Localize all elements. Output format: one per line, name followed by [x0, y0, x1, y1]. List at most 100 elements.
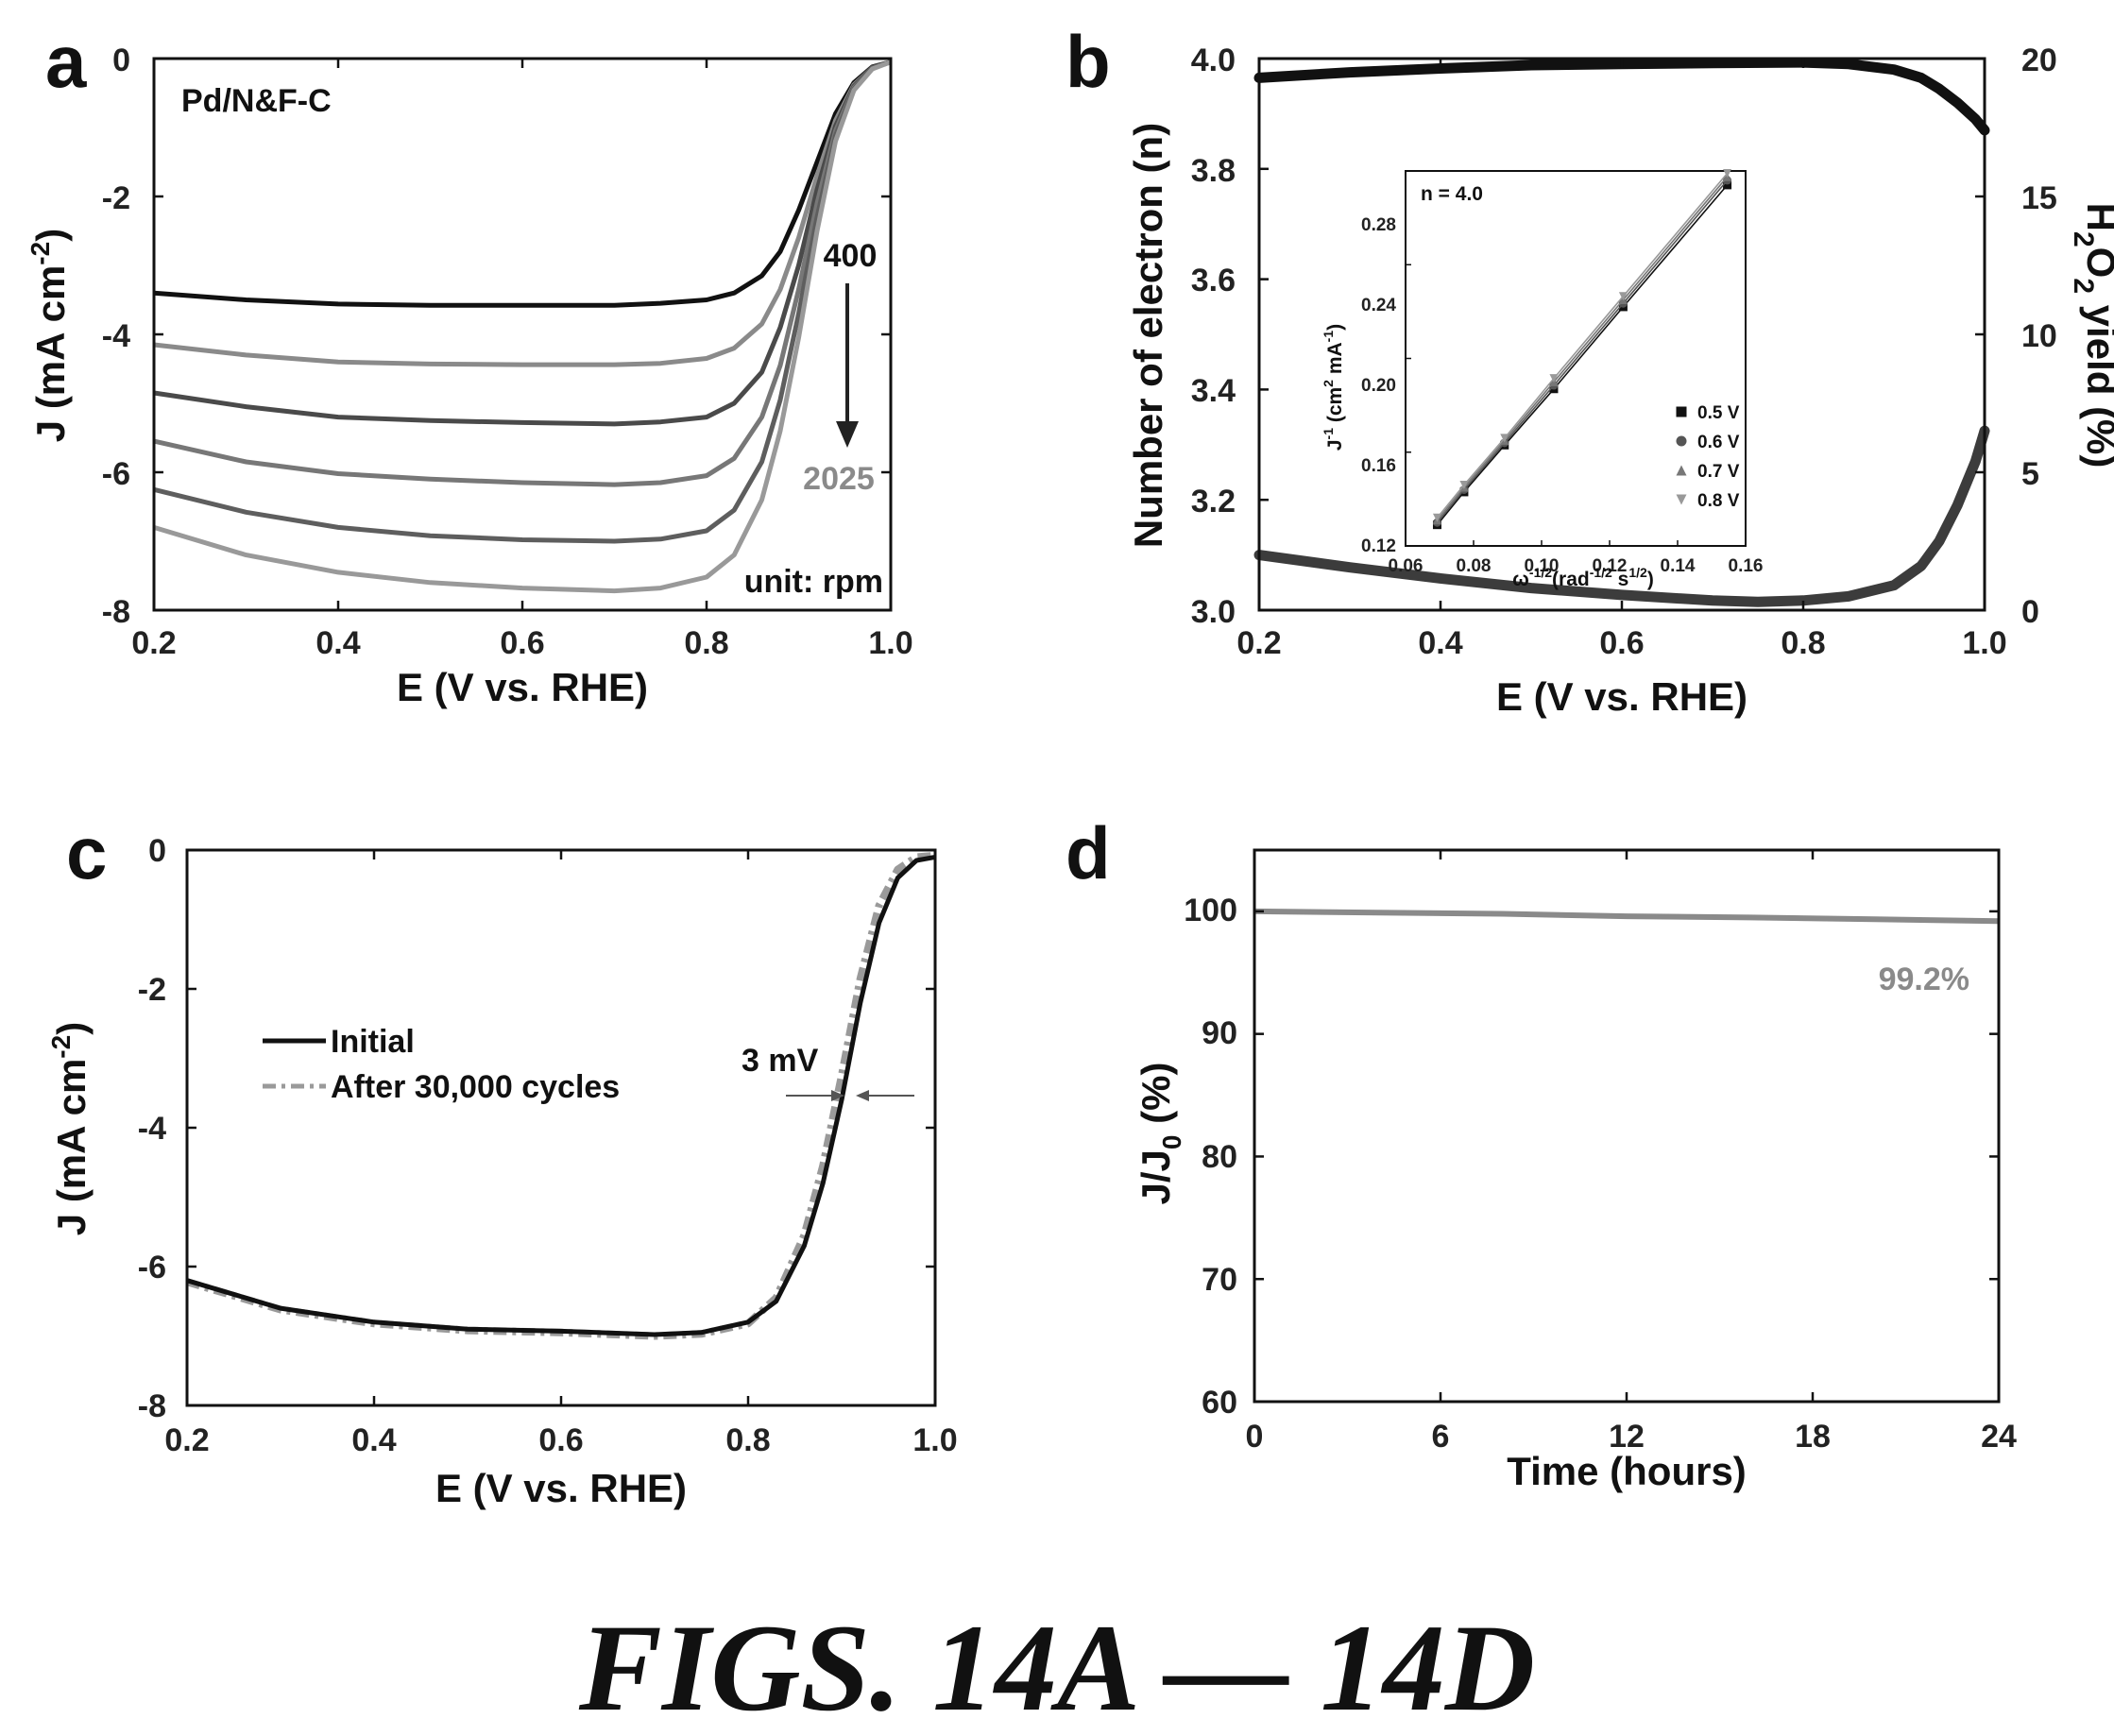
panel-d-xtick: 18 — [1795, 1419, 1831, 1455]
panel-b-y-axis-label: Number of electron (n) — [1126, 123, 1170, 548]
panel-d-plot-area — [1253, 848, 2001, 1404]
panel-b-ytick: 3.0 — [1191, 594, 1236, 630]
panel-d-xtick: 24 — [1981, 1419, 2017, 1455]
panel-c-ytick: -4 — [138, 1111, 166, 1147]
panel-b-inset-plot-area — [1405, 168, 1747, 547]
panel-b: b 0.2 0.4 0.6 0.8 1.0 3.0 3.2 3.4 3.6 3.… — [1066, 20, 2114, 719]
panel-b-xtick: 1.0 — [1962, 625, 2006, 661]
panel-b-plot-area — [1253, 57, 1990, 612]
panel-b-ytick: 4.0 — [1191, 43, 1236, 78]
panel-b-inset-series-line — [1436, 184, 1729, 526]
panel-d-xtick: 6 — [1432, 1419, 1450, 1455]
panel-b-y2tick: 20 — [2021, 43, 2057, 78]
panel-a-series-line — [153, 60, 892, 594]
panel-a-rpm-high-label: 2025 — [803, 461, 875, 497]
panel-d-ytick: 60 — [1202, 1385, 1237, 1421]
panel-b-inset-legend-label: 0.6 V — [1697, 433, 1740, 452]
panel-c-ytick: 0 — [148, 833, 166, 869]
panel-a-xtick: 0.6 — [500, 625, 544, 661]
panel-d-ytick: 80 — [1202, 1139, 1237, 1175]
panel-d-frame — [1253, 848, 2001, 1404]
panel-b-ytick: 3.4 — [1191, 373, 1236, 409]
panel-a-xtick: 0.4 — [315, 625, 360, 661]
panel-b-inset-point — [1459, 480, 1469, 489]
panel-d: d 0 6 12 18 24 60 70 80 90 100 Time (hou… — [1066, 811, 2017, 1493]
panel-c-x-axis-label: E (V vs. RHE) — [435, 1466, 687, 1510]
panel-b-series-line — [1253, 425, 1990, 607]
panel-d-xtick: 0 — [1246, 1419, 1264, 1455]
panel-d-y-ticks: 60 70 80 90 100 — [1184, 893, 1237, 1421]
panel-b-xtick: 0.8 — [1781, 625, 1825, 661]
panel-b-label: b — [1066, 20, 1111, 103]
panel-b-y2-ticks: 0 5 10 15 20 — [2021, 43, 2057, 630]
panel-a-xtick: 1.0 — [868, 625, 912, 661]
panel-b-inset-y-axis-label: J-1 (cm2 mA-1) — [1321, 324, 1346, 451]
panel-b-inset-legend-label: 0.8 V — [1697, 491, 1740, 511]
panel-b-inset-ytick: 0.12 — [1361, 536, 1396, 556]
panel-b-inset-xtick: 0.06 — [1389, 556, 1424, 576]
panel-c-shift-arrowhead-left — [831, 1090, 844, 1101]
panel-b-series-line — [1253, 57, 1990, 136]
panel-a-rpm-arrowhead — [836, 421, 859, 448]
panel-b-inset-point — [1500, 434, 1509, 443]
panel-b-inset-ytick: 0.20 — [1361, 376, 1396, 396]
panel-b-inset-ytick: 0.16 — [1361, 456, 1396, 476]
panel-c-ytick: -2 — [138, 972, 166, 1008]
panel-b-ytick: 3.2 — [1191, 484, 1236, 519]
panel-a-x-ticks: 0.2 0.4 0.6 0.8 1.0 — [131, 625, 912, 661]
panel-d-label: d — [1066, 811, 1111, 894]
panel-c-legend-label: After 30,000 cycles — [331, 1069, 620, 1105]
panel-a: a 0.2 0.4 0.6 0.8 1.0 0 -2 -4 -6 -8 E (V… — [26, 20, 913, 709]
panel-b-inset-xtick: 0.16 — [1729, 556, 1764, 576]
panel-a-ytick: -4 — [102, 318, 130, 354]
panel-d-ytick: 100 — [1184, 893, 1237, 928]
panel-c-legend: Initial After 30,000 cycles — [263, 1024, 620, 1105]
panel-b-y2tick: 10 — [2021, 318, 2057, 354]
panel-a-x-axis-label: E (V vs. RHE) — [397, 665, 648, 709]
panel-a-ytick: -8 — [102, 594, 130, 630]
panel-d-x-axis-label: Time (hours) — [1507, 1449, 1747, 1493]
panel-d-y-axis-label: J/J0 (%) — [1134, 1063, 1186, 1205]
panel-c-series-line — [186, 854, 936, 1337]
panel-b-y2tick: 5 — [2021, 456, 2039, 492]
panel-c-xtick: 0.2 — [164, 1422, 209, 1458]
panel-a-series-line — [153, 60, 892, 308]
panel-b-inset-legend-marker — [1676, 465, 1687, 476]
panel-b-inset-point — [1723, 180, 1732, 190]
panel-b-inset-frame — [1405, 170, 1747, 547]
panel-c-y-axis-label: J (mA cm-2) — [46, 1022, 94, 1235]
panel-b-inset-annotation: n = 4.0 — [1421, 183, 1483, 205]
panel-a-frame — [152, 57, 893, 612]
panel-b-inset: 0.06 0.08 0.10 0.12 0.14 0.16 0.12 0.16 … — [1321, 168, 1764, 590]
panel-b-inset-series-line — [1436, 179, 1729, 523]
panel-c-frame — [185, 848, 937, 1407]
panel-c-label: c — [66, 811, 107, 894]
panel-b-inset-xtick: 0.10 — [1525, 556, 1560, 576]
panel-b-y2-axis-label: H2O2 yield (%) — [2068, 203, 2114, 468]
panel-b-inset-point — [1723, 168, 1732, 178]
panel-b-inset-series-line — [1436, 172, 1729, 519]
panel-b-xtick: 0.4 — [1418, 625, 1462, 661]
panel-c-legend-label: Initial — [331, 1024, 415, 1060]
panel-c-plot-area — [185, 848, 937, 1407]
panel-c-xtick: 0.8 — [725, 1422, 770, 1458]
panel-c: c 0.2 0.4 0.6 0.8 1.0 0 -2 -4 -6 -8 E (V… — [46, 811, 958, 1510]
panel-b-y2tick: 15 — [2021, 180, 2057, 216]
panel-a-xtick: 0.2 — [131, 625, 176, 661]
panel-c-shift-arrowhead-right — [856, 1090, 869, 1101]
panel-b-inset-point — [1432, 513, 1441, 522]
panel-d-xtick: 12 — [1609, 1419, 1645, 1455]
panel-c-y-ticks: 0 -2 -4 -6 -8 — [138, 833, 166, 1424]
panel-b-inset-legend-label: 0.7 V — [1697, 462, 1740, 482]
panel-b-inset-xtick: 0.12 — [1593, 556, 1628, 576]
panel-d-x-ticks: 0 6 12 18 24 — [1246, 1419, 2017, 1455]
panel-d-ytick: 90 — [1202, 1015, 1237, 1051]
panel-b-inset-point — [1549, 374, 1559, 383]
panel-b-inset-xtick: 0.14 — [1661, 556, 1696, 576]
panel-b-inset-legend: 0.5 V 0.6 V 0.7 V 0.8 V — [1676, 403, 1740, 511]
panel-c-shift-label: 3 mV — [742, 1043, 819, 1079]
panel-d-retention-label: 99.2% — [1879, 962, 1969, 997]
panel-b-x-ticks: 0.2 0.4 0.6 0.8 1.0 — [1236, 625, 2006, 661]
panel-b-inset-ytick: 0.28 — [1361, 215, 1396, 235]
